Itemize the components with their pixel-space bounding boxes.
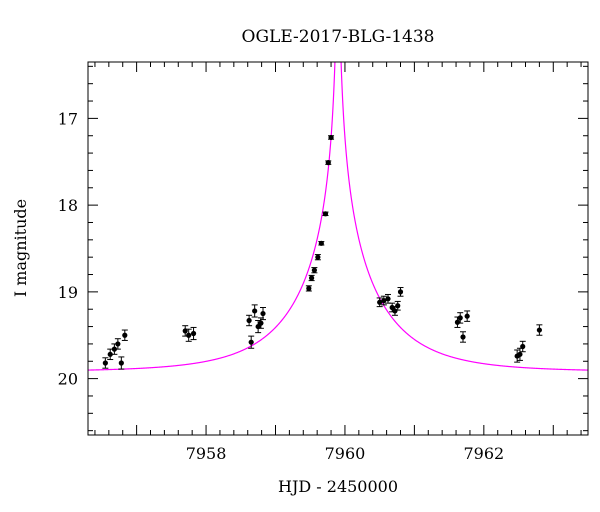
data-marker: [520, 343, 526, 350]
data-point: [102, 357, 109, 369]
data-point: [190, 326, 197, 341]
data-marker: [328, 134, 334, 141]
data-marker: [377, 299, 383, 305]
data-point: [114, 338, 121, 350]
data-marker: [536, 327, 542, 333]
data-marker: [464, 313, 470, 319]
data-point: [397, 287, 404, 297]
y-tick-label: 17: [58, 109, 78, 128]
axis-tick-labels: 7958 7960 7962 17 18 19 20: [58, 109, 505, 463]
x-tick-label: 7962: [463, 444, 504, 463]
data-point: [457, 312, 464, 324]
model-curve: [88, 62, 588, 371]
data-marker: [385, 296, 391, 302]
data-marker: [381, 297, 387, 304]
data-point: [536, 324, 543, 336]
data-point: [328, 134, 335, 141]
data-marker: [460, 334, 466, 340]
plot-frame: [87, 61, 589, 436]
data-point: [380, 295, 387, 306]
data-marker: [454, 319, 461, 325]
chart-title: OGLE-2017-BLG-1438: [242, 27, 435, 47]
data-point: [318, 240, 325, 246]
axis-ticks: [88, 62, 588, 435]
data-point: [185, 328, 192, 342]
data-marker: [325, 160, 331, 166]
data-point: [305, 285, 312, 292]
data-marker: [318, 240, 324, 246]
data-marker: [252, 308, 258, 314]
data-marker: [309, 275, 315, 281]
data-marker: [107, 351, 113, 357]
data-marker: [397, 289, 404, 295]
data-marker: [248, 339, 254, 345]
data-point: [322, 211, 329, 217]
data-point: [121, 329, 128, 341]
data-point: [118, 356, 125, 370]
data-marker: [118, 360, 124, 366]
data-marker: [392, 308, 398, 314]
model-curve-layer: [88, 62, 588, 371]
data-point: [246, 314, 253, 327]
data-point: [251, 304, 258, 318]
y-tick-label: 19: [58, 283, 78, 302]
data-marker: [315, 254, 321, 260]
x-axis-label: HJD - 2450000: [278, 477, 398, 496]
data-point: [308, 274, 315, 282]
data-point: [325, 160, 332, 166]
y-tick-label: 20: [58, 370, 78, 389]
data-marker: [115, 341, 121, 347]
data-marker: [517, 351, 523, 357]
data-marker: [395, 303, 401, 309]
data-marker: [260, 310, 266, 317]
data-point: [464, 310, 471, 322]
data-marker: [122, 332, 128, 338]
data-points-layer: [102, 134, 543, 370]
data-point: [376, 297, 383, 308]
x-tick-label: 7960: [325, 444, 366, 463]
data-point: [311, 267, 318, 274]
data-point: [519, 340, 526, 353]
data-marker: [311, 267, 317, 273]
y-axis-label: I magnitude: [11, 199, 30, 297]
data-marker: [111, 346, 117, 352]
y-tick-label: 18: [58, 196, 78, 215]
data-point: [314, 254, 321, 261]
data-marker: [322, 211, 329, 217]
data-marker: [190, 330, 197, 337]
x-tick-label: 7958: [186, 444, 227, 463]
data-marker: [186, 332, 192, 338]
data-marker: [258, 320, 264, 326]
data-marker: [246, 317, 252, 324]
data-marker: [306, 285, 312, 292]
data-point: [260, 306, 266, 321]
data-point: [460, 331, 466, 343]
data-marker: [457, 315, 463, 321]
data-point: [394, 300, 401, 311]
data-marker: [102, 360, 108, 366]
data-point: [248, 335, 255, 349]
